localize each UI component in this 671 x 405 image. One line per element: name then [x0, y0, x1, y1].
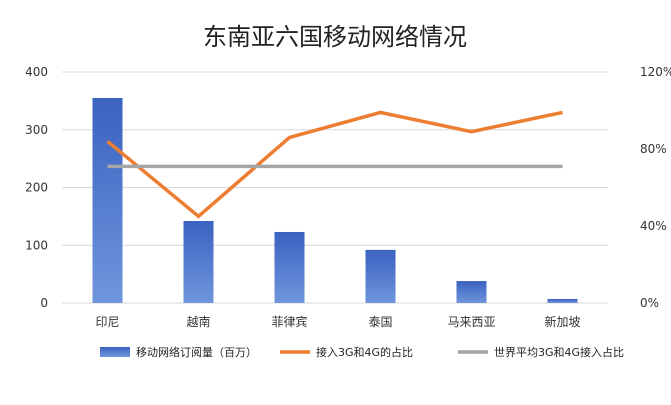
left-tick-label: 300 [25, 123, 48, 137]
category-label: 新加坡 [544, 314, 580, 329]
right-tick-label: 80% [640, 142, 667, 156]
left-tick-label: 0 [40, 296, 48, 310]
left-tick-label: 400 [25, 65, 48, 79]
series-line [106, 110, 563, 219]
chart-title: 东南亚六国移动网络情况 [203, 23, 467, 51]
right-tick-label: 40% [640, 219, 667, 233]
left-tick-label: 100 [25, 238, 48, 252]
category-label: 菲律宾 [271, 314, 307, 329]
legend-label: 世界平均3G和4G接入占比 [494, 345, 624, 359]
right-tick-label: 120% [640, 65, 671, 79]
left-tick-label: 200 [25, 181, 48, 195]
left-axis-ticks: 0 100 200 300 400 [25, 65, 48, 310]
line-series [106, 110, 563, 219]
legend-label: 移动网络订阅量（百万） [136, 345, 257, 359]
legend-label: 接入3G和4G的占比 [316, 345, 413, 359]
category-label: 马来西亚 [447, 315, 495, 329]
bar [274, 231, 305, 303]
category-label: 越南 [186, 314, 210, 329]
right-tick-label: 0% [640, 296, 659, 310]
right-axis-ticks: 0% 40% 80% 120% [640, 65, 671, 310]
category-label: 印尼 [95, 315, 119, 329]
bar [456, 281, 487, 303]
category-label: 泰国 [368, 315, 392, 329]
category-labels: 印尼 越南 菲律宾 泰国 马来西亚 新加坡 [95, 314, 580, 329]
bar [365, 249, 396, 303]
gridlines [62, 71, 608, 304]
bar [92, 97, 123, 303]
bar-series [92, 97, 578, 303]
bar [183, 220, 214, 303]
bar [547, 298, 578, 303]
legend-swatch [100, 347, 130, 357]
legend: 移动网络订阅量（百万） 接入3G和4G的占比 世界平均3G和4G接入占比 [100, 345, 624, 359]
